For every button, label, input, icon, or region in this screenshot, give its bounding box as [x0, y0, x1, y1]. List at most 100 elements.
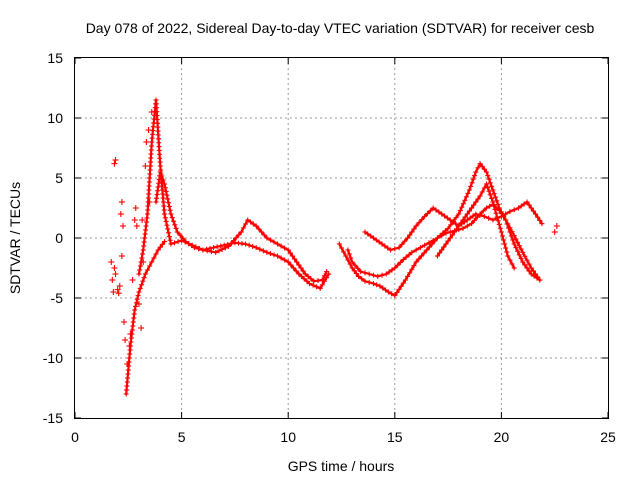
data-point: [507, 207, 517, 215]
data-point: [243, 241, 256, 249]
data-point: [362, 278, 372, 285]
data-point: [443, 232, 455, 247]
data-point: [119, 223, 126, 229]
data-point: [155, 241, 165, 253]
data-point: [345, 247, 354, 261]
data-point: [483, 203, 493, 211]
y-tick-label: 5: [55, 170, 63, 186]
data-point: [127, 331, 134, 337]
data-point: [405, 226, 417, 241]
plot-frame: [74, 57, 609, 419]
data-point: [226, 232, 242, 249]
data-point: [146, 199, 153, 205]
data-point: [375, 272, 385, 279]
data-point: [392, 280, 406, 299]
data-point: [413, 250, 427, 265]
data-point: [112, 271, 119, 277]
data-point: [311, 278, 321, 284]
data-point: [383, 267, 395, 277]
data-point: [464, 213, 476, 223]
y-tick-label: -5: [51, 290, 64, 306]
y-tick-label: -15: [43, 410, 63, 426]
series-track-f-markers: [362, 199, 545, 253]
data-point: [138, 325, 145, 331]
data-point: [253, 245, 266, 254]
data-point: [157, 169, 166, 183]
data-point: [362, 229, 374, 239]
data-point: [168, 211, 179, 231]
data-point: [139, 217, 146, 223]
data-point: [528, 265, 541, 280]
data-point: [539, 221, 545, 227]
data-point: [466, 173, 478, 193]
data-point: [111, 160, 118, 167]
data-point: [483, 181, 495, 201]
series-track-g-markers: [434, 181, 517, 271]
data-point: [148, 109, 155, 115]
data-point: [118, 253, 125, 259]
data-point: [319, 273, 327, 283]
data-point: [537, 277, 543, 283]
data-point: [162, 211, 173, 243]
data-point: [140, 215, 150, 253]
chart-title: Day 078 of 2022, Sidereal Day-to-day VTE…: [86, 20, 595, 36]
data-point: [110, 289, 117, 295]
data-point: [108, 259, 115, 265]
data-point: [183, 239, 195, 249]
data-point: [533, 211, 543, 223]
data-point: [117, 211, 124, 217]
data-point: [481, 213, 492, 221]
data-point: [145, 127, 152, 133]
data-point: [434, 244, 447, 259]
data-point: [140, 259, 147, 265]
data-point: [409, 247, 419, 255]
data-point: [124, 361, 131, 367]
data-point: [439, 211, 450, 221]
data-point: [121, 319, 128, 325]
data-point: [356, 273, 365, 282]
data-point: [434, 233, 445, 241]
data-point: [285, 247, 298, 262]
data-point: [133, 223, 140, 229]
data-point: [503, 217, 515, 235]
data-point: [324, 269, 330, 275]
data-point: [343, 253, 353, 267]
data-point: [142, 263, 153, 277]
data-point: [213, 245, 228, 255]
data-point: [129, 277, 136, 283]
data-point: [528, 271, 540, 281]
data-point: [162, 239, 168, 245]
data-point: [264, 249, 277, 258]
data-point: [498, 211, 509, 219]
data-point: [460, 208, 472, 223]
x-tick-label: 20: [494, 429, 510, 445]
data-point: [379, 241, 391, 251]
y-axis-label: SDTVAR / TECUs: [7, 182, 23, 294]
x-tick-label: 15: [387, 429, 403, 445]
data-point: [426, 237, 436, 246]
data-point: [451, 220, 464, 235]
data-point: [400, 252, 412, 263]
data-point: [136, 251, 146, 277]
y-tick-label: 10: [47, 110, 63, 126]
data-point: [116, 283, 123, 289]
data-point: [302, 271, 314, 282]
data-point: [149, 251, 159, 265]
data-point: [477, 161, 487, 172]
data-point: [211, 243, 224, 251]
data-point: [511, 233, 524, 252]
data-point: [490, 187, 501, 207]
data-point: [122, 337, 129, 343]
data-point: [473, 165, 481, 175]
grid-lines: [75, 58, 608, 418]
data-point: [118, 199, 125, 205]
data-point: [366, 271, 376, 278]
data-point: [520, 249, 532, 267]
x-axis-label: GPS time / hours: [288, 458, 395, 474]
x-tick-label: 5: [178, 429, 186, 445]
data-point: [515, 201, 527, 211]
data-point: [294, 259, 306, 274]
data-point: [264, 235, 277, 245]
data-point: [520, 259, 532, 274]
